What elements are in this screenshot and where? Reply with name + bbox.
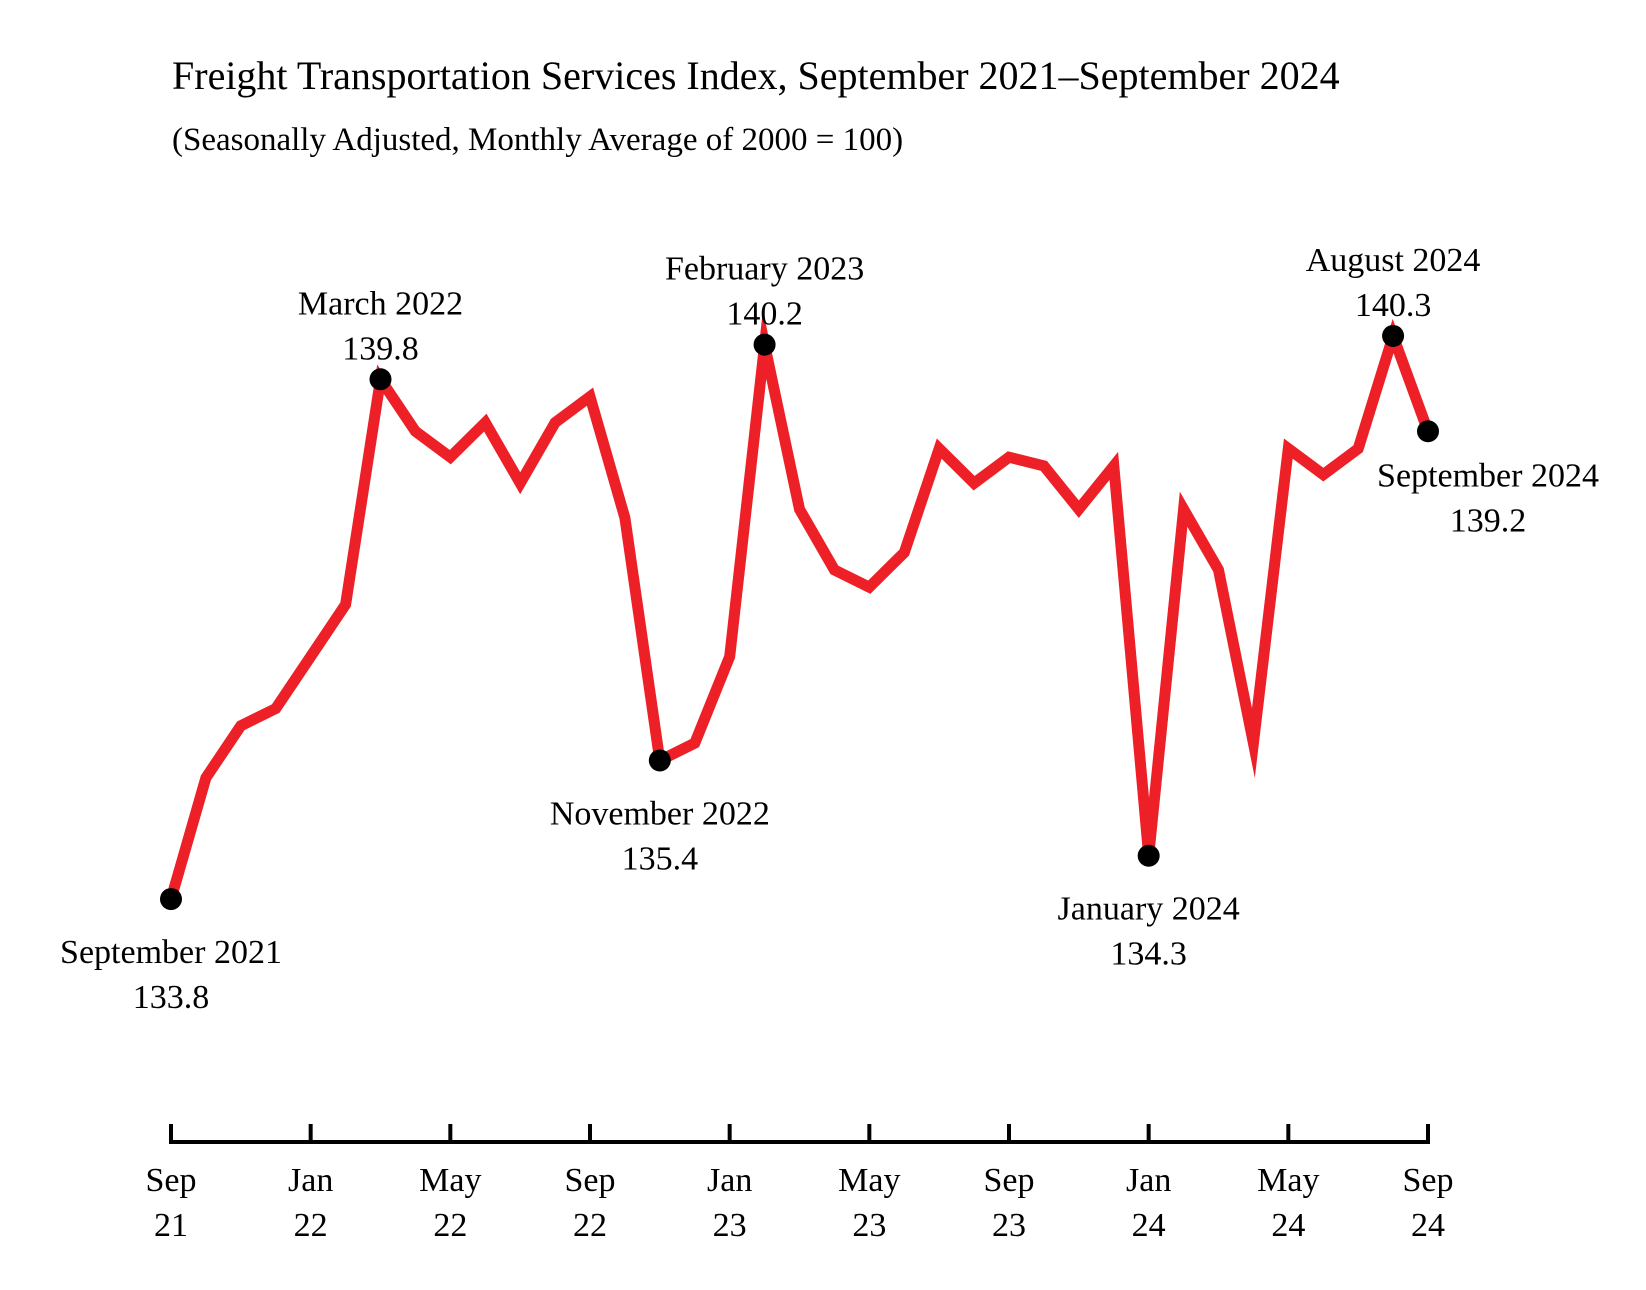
x-tick-label-year: 24 (1271, 1207, 1305, 1244)
data-point-marker (160, 888, 182, 911)
x-axis: Sep 21 Jan 22 May 22 Sep 22 Jan 23 May 23 Sep 23 Jan 24… (146, 1124, 1454, 1244)
x-tick-label-month: Jan (1126, 1162, 1171, 1199)
annotation-value: 135.4 (622, 840, 699, 877)
x-tick-label-month: Jan (288, 1162, 333, 1199)
annotation-value: 133.8 (133, 979, 210, 1016)
series-layer (165, 310, 1434, 901)
annotation-label: November 2022 (550, 795, 770, 832)
x-tick-label-year: 23 (992, 1207, 1026, 1244)
data-point-marker (753, 333, 776, 356)
chart-subtitle: (Seasonally Adjusted, Monthly Average of… (172, 122, 904, 158)
x-tick-label-year: 22 (573, 1207, 607, 1244)
x-tick-label-month: May (419, 1162, 481, 1199)
annotation-value: 140.2 (726, 296, 803, 333)
x-tick-label-year: 24 (1132, 1207, 1166, 1244)
annotations: September 2021 133.8 March 2022 139.8 Novemb… (60, 242, 1599, 1016)
annotation-label: February 2023 (665, 251, 864, 288)
x-tick-label-month: Jan (707, 1162, 752, 1199)
x-tick-label-month: Sep (984, 1162, 1035, 1199)
x-tick-label-month: Sep (565, 1162, 616, 1199)
x-tick-label-year: 23 (713, 1207, 747, 1244)
annotation-label: September 2024 (1377, 457, 1599, 494)
annotation-label: August 2024 (1306, 242, 1481, 279)
x-tick-label-year: 21 (154, 1207, 188, 1244)
x-tick-label-month: May (1257, 1162, 1319, 1199)
annotation-value: 139.2 (1450, 502, 1527, 539)
data-point-marker (648, 749, 671, 772)
annotation-label: January 2024 (1058, 891, 1240, 928)
series-line (165, 310, 1434, 901)
x-tick-label-month: May (838, 1162, 900, 1199)
x-tick-label-year: 22 (433, 1207, 467, 1244)
chart-title: Freight Transportation Services Index, S… (172, 53, 1340, 98)
annotation-value: 140.3 (1355, 287, 1432, 324)
x-tick-label-year: 24 (1411, 1207, 1445, 1244)
annotation-label: March 2022 (298, 285, 463, 322)
annotation-value: 134.3 (1110, 936, 1187, 973)
x-tick-label-month: Sep (1403, 1162, 1454, 1199)
x-tick-label-month: Sep (146, 1162, 197, 1199)
x-tick-label-year: 22 (294, 1207, 328, 1244)
data-point-marker (1417, 420, 1439, 443)
annotation-value: 139.8 (342, 330, 419, 367)
annotation-label: September 2021 (60, 934, 282, 971)
data-point-marker (1382, 324, 1405, 347)
data-point-marker (369, 368, 392, 391)
data-point-marker (1137, 844, 1160, 867)
x-tick-label-year: 23 (852, 1207, 886, 1244)
